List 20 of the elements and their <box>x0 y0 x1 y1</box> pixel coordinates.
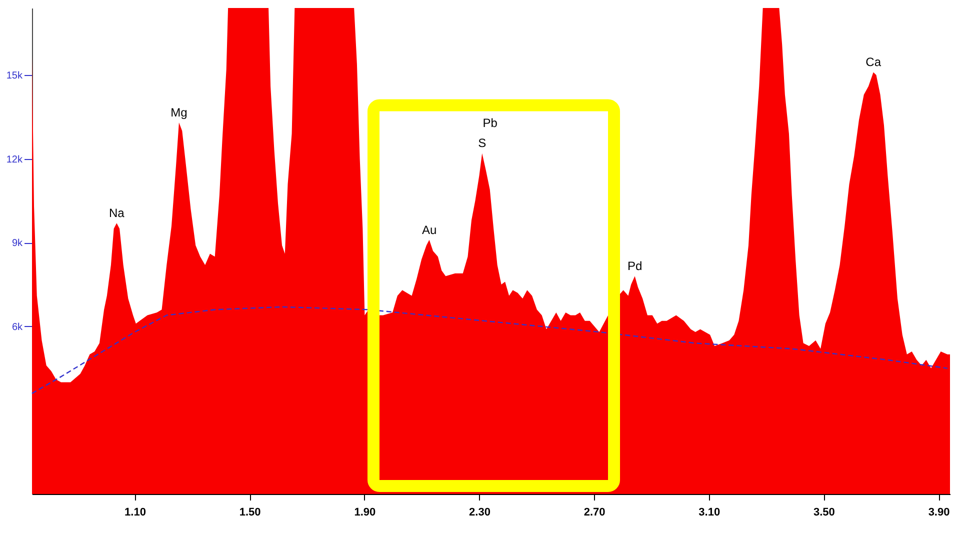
y-tick-label: 12k <box>6 154 24 166</box>
annotation: Pd <box>627 259 642 274</box>
x-tick-label: 2.70 <box>584 506 606 518</box>
annotation: Au <box>422 222 437 237</box>
y-tick-label: 15k <box>6 70 24 82</box>
x-tick-label: 1.90 <box>354 506 376 518</box>
x-tick-label: 2.30 <box>469 506 490 518</box>
annotation: Mg <box>170 106 188 120</box>
x-tick-label: 3.10 <box>698 506 720 518</box>
annotation: Na <box>109 206 125 220</box>
line-series <box>31 306 948 394</box>
annotation: S <box>478 136 486 150</box>
x-tick-label: 3.50 <box>813 506 835 518</box>
y-tick-label: 6k <box>12 322 24 333</box>
x-tick-label: 1.10 <box>124 506 146 518</box>
y-tick-label: 9k <box>12 238 24 250</box>
annotation: Pb <box>482 116 498 130</box>
annotation: Ca <box>866 55 882 70</box>
x-tick-label: 1.50 <box>239 506 261 518</box>
x-tick-label: 3.90 <box>928 506 950 518</box>
